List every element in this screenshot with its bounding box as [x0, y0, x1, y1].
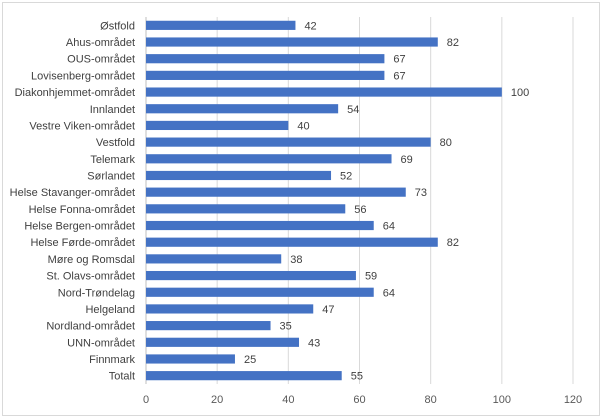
category-label: OUS-området [67, 54, 135, 66]
bar [146, 287, 374, 297]
data-label: 64 [383, 287, 395, 299]
data-label: 82 [447, 237, 459, 249]
x-tick-label: 120 [564, 394, 582, 406]
x-tick-label: 100 [493, 394, 511, 406]
x-tick-label: 20 [211, 394, 223, 406]
data-label: 55 [351, 371, 363, 383]
bar [146, 371, 342, 381]
category-label: Helse Fonna-området [29, 204, 135, 216]
bar [146, 337, 300, 347]
bar [146, 321, 271, 331]
x-tick-label: 40 [282, 394, 294, 406]
category-label: Helgeland [85, 304, 135, 316]
data-label: 47 [322, 304, 334, 316]
category-label: Diakonhjemmet-området [15, 87, 135, 99]
category-label: Vestfold [96, 137, 135, 149]
category-label: Sørlandet [87, 170, 135, 182]
category-label: Helse Stavanger-området [10, 187, 135, 199]
x-tick-label: 80 [425, 394, 437, 406]
category-label: Finnmark [89, 354, 135, 366]
bar [146, 187, 406, 197]
data-label: 80 [440, 137, 452, 149]
category-label: St. Olavs-området [46, 271, 135, 283]
x-tick-label: 60 [353, 394, 365, 406]
bar [146, 87, 502, 97]
data-label: 40 [297, 120, 309, 132]
data-label: 42 [304, 20, 316, 32]
bar [146, 354, 235, 364]
category-label: UNN-området [67, 337, 135, 349]
bar [146, 220, 374, 231]
category-label: Nord-Trøndelag [58, 287, 135, 299]
bar [146, 54, 385, 64]
data-label: 64 [383, 221, 395, 233]
category-label: Lovisenberg-området [31, 70, 135, 82]
bar [146, 304, 314, 314]
category-label: Nordland-området [46, 321, 135, 333]
bars [146, 20, 502, 381]
data-label: 82 [447, 37, 459, 49]
category-label: Møre og Romsdal [48, 254, 135, 266]
bar [146, 237, 438, 247]
data-label: 54 [347, 104, 359, 116]
bar [146, 270, 356, 281]
bar [146, 37, 438, 47]
bar [146, 170, 332, 181]
data-label: 25 [244, 354, 256, 366]
category-label: Helse Bergen-området [24, 221, 135, 233]
labels: 0 20 40 60 80 100 120 Østfold 42 Ahus-området 82 OU… [10, 20, 583, 406]
category-label: Vestre Viken-området [29, 120, 135, 132]
bar [146, 254, 282, 264]
data-label: 59 [365, 271, 377, 283]
data-label: 35 [280, 321, 292, 333]
data-label: 52 [340, 170, 352, 182]
bar [146, 137, 431, 147]
category-label: Østfold [100, 20, 135, 32]
bar [146, 120, 289, 131]
data-label: 67 [393, 54, 405, 66]
bar [146, 104, 339, 114]
category-label: Ahus-området [66, 37, 135, 49]
category-label: Telemark [90, 154, 135, 166]
data-label: 67 [393, 70, 405, 82]
bar [146, 154, 392, 164]
bar [146, 70, 385, 80]
bar [146, 204, 346, 214]
x-tick-label: 0 [143, 394, 149, 406]
data-label: 56 [354, 204, 366, 216]
data-label: 69 [401, 154, 413, 166]
category-label: Innlandet [90, 104, 135, 116]
data-label: 100 [511, 87, 529, 99]
category-label: Totalt [109, 371, 135, 383]
category-label: Helse Førde-området [30, 237, 135, 249]
data-label: 43 [308, 337, 320, 349]
bar [146, 20, 296, 30]
data-label: 73 [415, 187, 427, 199]
data-label: 38 [290, 254, 302, 266]
